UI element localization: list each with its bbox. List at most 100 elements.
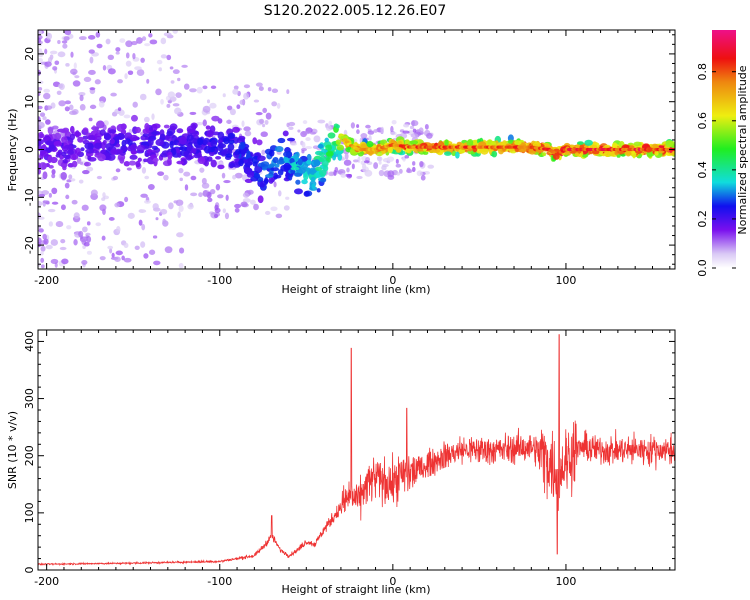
heatmap-cell bbox=[143, 116, 150, 123]
heatmap-cell bbox=[240, 201, 248, 208]
heatmap-cell bbox=[38, 92, 41, 97]
heatmap-cell bbox=[190, 147, 197, 154]
heatmap-cell bbox=[398, 168, 403, 174]
heatmap-cell bbox=[584, 139, 593, 146]
heatmap-cell bbox=[151, 131, 160, 135]
heatmap-cell bbox=[209, 125, 216, 133]
heatmap-cell bbox=[158, 67, 162, 72]
heatmap-cell bbox=[195, 121, 204, 126]
heatmap-cell bbox=[261, 149, 266, 155]
heatmap-cell bbox=[166, 130, 173, 137]
heatmap-cell bbox=[116, 226, 121, 233]
heatmap-cell bbox=[87, 134, 96, 141]
heatmap-cell bbox=[129, 154, 138, 160]
heatmap-cell bbox=[224, 212, 230, 220]
heatmap-cell bbox=[288, 121, 296, 127]
heatmap-cell bbox=[40, 264, 45, 269]
heatmap-cell bbox=[276, 102, 281, 109]
heatmap-cell bbox=[306, 153, 312, 162]
heatmap-cell bbox=[305, 137, 311, 142]
heatmap-cell bbox=[378, 169, 385, 177]
heatmap-cell bbox=[40, 61, 44, 65]
heatmap-cell bbox=[85, 232, 91, 236]
heatmap-cell bbox=[244, 167, 252, 175]
heatmap-cell bbox=[328, 171, 335, 177]
heatmap-cell bbox=[64, 106, 70, 112]
heatmap-cell bbox=[325, 144, 333, 151]
heatmap-cell bbox=[70, 178, 76, 182]
heatmap-cell bbox=[64, 100, 72, 105]
heatmap-cell bbox=[63, 36, 70, 41]
heatmap-cell bbox=[271, 88, 279, 94]
heatmap-cell bbox=[42, 200, 50, 204]
heatmap-cell bbox=[70, 51, 74, 58]
heatmap-cell bbox=[229, 162, 236, 168]
heatmap-cell bbox=[346, 167, 350, 173]
heatmap-cell bbox=[110, 148, 118, 155]
heatmap-cell bbox=[163, 32, 172, 37]
heatmap-cell bbox=[99, 129, 106, 136]
x-tick-label: 0 bbox=[389, 274, 396, 287]
heatmap-cell bbox=[168, 202, 174, 210]
heatmap-cell bbox=[340, 173, 347, 178]
heatmap-cell bbox=[71, 160, 78, 168]
heatmap-cell bbox=[117, 149, 124, 154]
heatmap-cell bbox=[82, 127, 89, 133]
heatmap-cell bbox=[290, 142, 298, 146]
heatmap-cell bbox=[336, 144, 345, 151]
heatmap-cell bbox=[74, 147, 81, 156]
heatmap-cell bbox=[65, 62, 70, 67]
heatmap-cell bbox=[220, 150, 227, 157]
heatmap-cell bbox=[325, 151, 334, 157]
heatmap-cell bbox=[134, 245, 140, 251]
heatmap-cell bbox=[290, 166, 300, 171]
heatmap-cell bbox=[155, 88, 162, 96]
heatmap-cell bbox=[137, 157, 142, 162]
heatmap-cell bbox=[50, 258, 59, 265]
heatmap-cell bbox=[225, 153, 233, 158]
heatmap-cell bbox=[378, 160, 382, 165]
heatmap-cell bbox=[72, 80, 81, 87]
heatmap-cell bbox=[313, 159, 321, 167]
heatmap-cell bbox=[138, 209, 144, 213]
heatmap-cell bbox=[207, 197, 213, 203]
heatmap-cell bbox=[167, 157, 172, 166]
heatmap-cell bbox=[48, 208, 56, 213]
heatmap-cell bbox=[146, 78, 150, 84]
heatmap-cell bbox=[444, 139, 449, 147]
heatmap-cell bbox=[69, 110, 78, 116]
heatmap-cell bbox=[63, 144, 72, 149]
heatmap-cell bbox=[243, 84, 251, 89]
heatmap-cell bbox=[140, 57, 145, 63]
heatmap-cell bbox=[282, 130, 289, 137]
heatmap-cell bbox=[177, 211, 181, 218]
heatmap-cell bbox=[326, 125, 332, 131]
heatmap-cell bbox=[317, 143, 324, 149]
heatmap-cell bbox=[340, 135, 346, 140]
heatmap-cell bbox=[51, 201, 59, 205]
heatmap-cell bbox=[178, 262, 184, 269]
heatmap-cell bbox=[82, 135, 89, 140]
heatmap-cell bbox=[206, 99, 211, 104]
heatmap-cell bbox=[260, 180, 266, 188]
y-tick-label: 20 bbox=[23, 47, 36, 61]
heatmap-cell bbox=[327, 132, 336, 139]
heatmap-cell bbox=[194, 144, 202, 148]
snr-line bbox=[38, 334, 675, 567]
heatmap-cell bbox=[360, 133, 368, 139]
heatmap-cell bbox=[258, 86, 264, 91]
heatmap-cell bbox=[66, 179, 72, 183]
heatmap-cell bbox=[38, 139, 41, 147]
heatmap-cell bbox=[356, 129, 360, 135]
heatmap-cell bbox=[141, 223, 146, 231]
chart-title: S120.2022.005.12.26.E07 bbox=[264, 3, 447, 19]
heatmap-cell bbox=[269, 149, 275, 157]
heatmap-cell bbox=[62, 166, 67, 171]
heatmap-cell bbox=[223, 180, 231, 184]
heatmap-cell bbox=[121, 255, 125, 261]
heatmap-cell bbox=[102, 192, 106, 198]
heatmap-cell bbox=[256, 139, 263, 146]
heatmap-cell bbox=[199, 167, 205, 173]
heatmap-cell bbox=[217, 194, 224, 199]
heatmap-cell bbox=[277, 137, 286, 144]
